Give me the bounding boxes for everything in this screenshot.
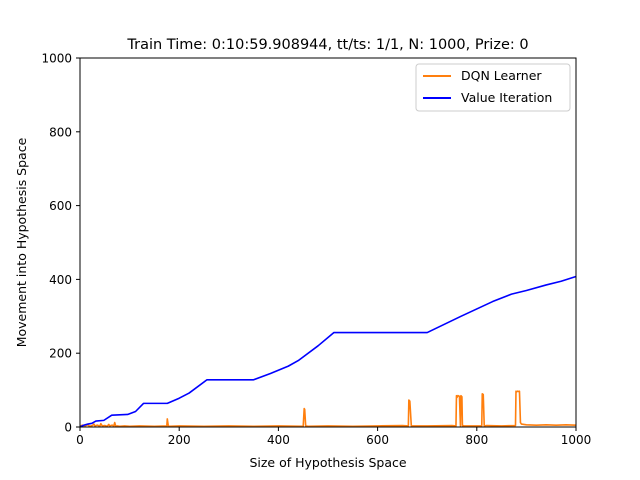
plot-area xyxy=(79,57,577,428)
series-line-dqn-learner xyxy=(79,390,577,428)
x-axis-label: Size of Hypothesis Space xyxy=(249,455,406,470)
y-tick-label: 200 xyxy=(49,347,72,361)
legend-label-value-iteration: Value Iteration xyxy=(461,90,552,105)
x-tick-label: 800 xyxy=(465,433,488,447)
legend-box xyxy=(415,63,571,112)
y-tick-label: 1000 xyxy=(41,52,72,66)
legend-label-dqn-learner: DQN Learner xyxy=(461,68,542,83)
y-tick-label: 800 xyxy=(49,125,72,139)
y-axis-ticks: 0 200 400 600 800 1000 xyxy=(41,52,80,435)
chart-title: Train Time: 0:10:59.908944, tt/ts: 1/1, … xyxy=(126,37,528,53)
x-tick-label: 0 xyxy=(76,433,84,447)
x-tick-label: 200 xyxy=(168,433,191,447)
y-tick-label: 600 xyxy=(49,199,72,213)
plot-frame xyxy=(79,57,577,428)
x-tick-label: 600 xyxy=(366,433,389,447)
y-axis-label: Movement into Hypothesis Space xyxy=(14,137,29,347)
y-tick-label: 400 xyxy=(49,273,72,287)
x-tick-label: 1000 xyxy=(561,433,592,447)
x-axis-ticks: 0 200 400 600 800 1000 xyxy=(76,427,591,447)
x-tick-label: 400 xyxy=(267,433,290,447)
y-tick-label: 0 xyxy=(64,421,72,435)
legend: DQN Learner Value Iteration xyxy=(415,63,571,112)
series-line-value-iteration xyxy=(79,275,577,428)
series-layer xyxy=(79,275,577,428)
